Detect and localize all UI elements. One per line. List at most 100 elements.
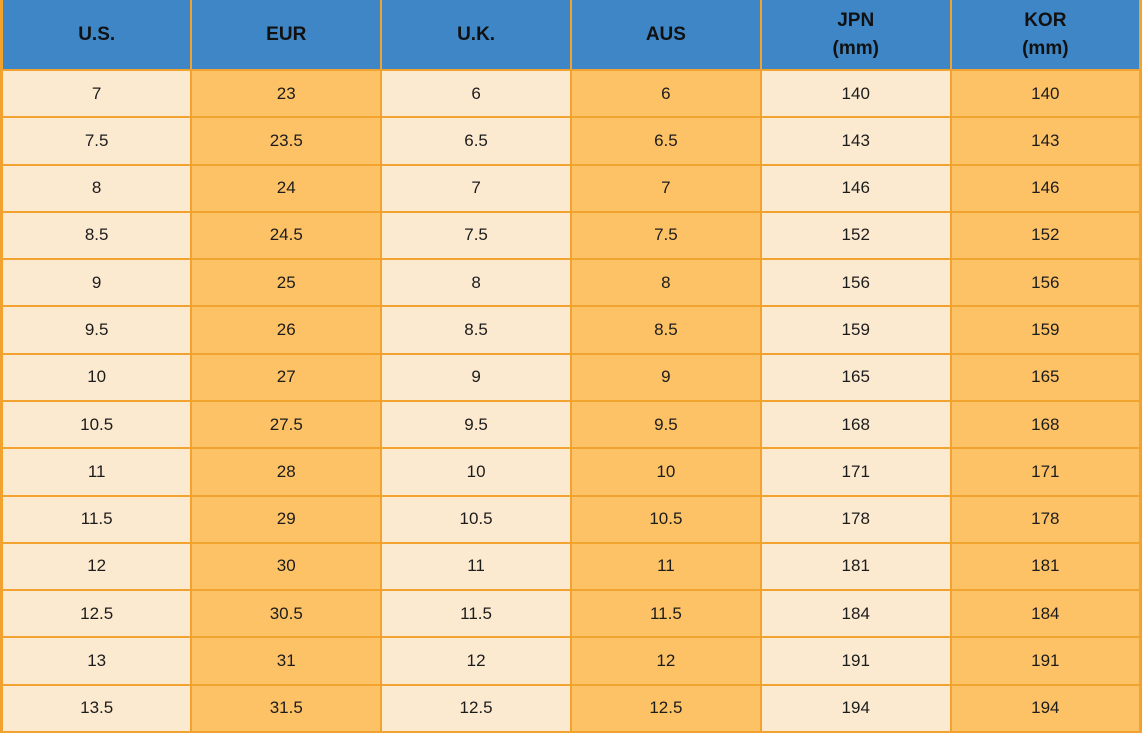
table-cell: 8 — [0, 163, 193, 213]
table-cell: 9 — [0, 258, 193, 308]
column-header-label: AUS — [645, 23, 686, 45]
table-cell: 10 — [380, 447, 572, 497]
table-cell: 7 — [0, 68, 193, 119]
table-cell: 31.5 — [190, 683, 383, 733]
table-cell: 156 — [949, 258, 1142, 308]
column-header-kor: KOR (mm) — [949, 0, 1142, 71]
table-cell: 159 — [949, 305, 1142, 355]
table-cell: 146 — [949, 163, 1142, 213]
table-row: 10 27 9 9 165 165 — [0, 352, 1142, 402]
table-row: 8.5 24.5 7.5 7.5 152 152 — [0, 210, 1142, 261]
table-cell: 181 — [949, 541, 1142, 592]
table-cell: 191 — [949, 636, 1142, 686]
table-cell: 143 — [759, 116, 952, 166]
table-cell: 156 — [759, 258, 952, 308]
table-cell: 11 — [569, 541, 762, 592]
column-header-label: KOR — [1024, 9, 1067, 31]
table-cell: 9 — [569, 352, 762, 402]
table-cell: 165 — [759, 352, 952, 402]
table-row: 10.5 27.5 9.5 9.5 168 168 — [0, 399, 1142, 450]
table-cell: 10.5 — [569, 494, 762, 544]
table-cell: 10.5 — [0, 399, 193, 450]
table-cell: 11.5 — [380, 589, 572, 639]
table-cell: 27.5 — [190, 399, 383, 450]
table-row: 9 25 8 8 156 156 — [0, 258, 1142, 308]
table-cell: 12.5 — [380, 683, 572, 733]
table-cell: 7 — [569, 163, 762, 213]
table-cell: 184 — [759, 589, 952, 639]
table-cell: 6.5 — [380, 116, 572, 166]
table-cell: 171 — [759, 447, 952, 497]
table-cell: 168 — [759, 399, 952, 450]
table-cell: 8 — [380, 258, 572, 308]
table-cell: 8.5 — [0, 210, 193, 261]
table-cell: 178 — [949, 494, 1142, 544]
column-header-unit: (mm) — [832, 37, 879, 59]
column-header-aus: AUS — [569, 0, 762, 71]
table-cell: 159 — [759, 305, 952, 355]
table-cell: 9.5 — [569, 399, 762, 450]
table-row: 7 23 6 6 140 140 — [0, 68, 1142, 119]
table-cell: 13.5 — [0, 683, 193, 733]
table-cell: 178 — [759, 494, 952, 544]
table-cell: 30 — [190, 541, 383, 592]
table-cell: 191 — [759, 636, 952, 686]
table-cell: 7 — [380, 163, 572, 213]
table-cell: 140 — [949, 68, 1142, 119]
table-cell: 6.5 — [569, 116, 762, 166]
table-cell: 181 — [759, 541, 952, 592]
table-row: 7.5 23.5 6.5 6.5 143 143 — [0, 116, 1142, 166]
table-header: U.S. EUR U.K. AUS JPN (mm) KOR (mm) — [0, 0, 1142, 71]
table-cell: 6 — [569, 68, 762, 119]
table-row: 11.5 29 10.5 10.5 178 178 — [0, 494, 1142, 544]
table-cell: 12 — [569, 636, 762, 686]
table-cell: 165 — [949, 352, 1142, 402]
table-row: 8 24 7 7 146 146 — [0, 163, 1142, 213]
table-cell: 11.5 — [569, 589, 762, 639]
table-cell: 11 — [0, 447, 193, 497]
table-cell: 30.5 — [190, 589, 383, 639]
table-cell: 8.5 — [380, 305, 572, 355]
table-cell: 146 — [759, 163, 952, 213]
table-row: 9.5 26 8.5 8.5 159 159 — [0, 305, 1142, 355]
table-cell: 13 — [0, 636, 193, 686]
column-header-label: EUR — [266, 23, 307, 45]
table-cell: 143 — [949, 116, 1142, 166]
header-row: U.S. EUR U.K. AUS JPN (mm) KOR (mm) — [0, 0, 1142, 71]
table-cell: 7.5 — [569, 210, 762, 261]
table-cell: 12.5 — [569, 683, 762, 733]
column-header-label: U.S. — [78, 23, 116, 45]
table-cell: 140 — [759, 68, 952, 119]
table-cell: 9.5 — [0, 305, 193, 355]
table-cell: 9.5 — [380, 399, 572, 450]
table-cell: 24 — [190, 163, 383, 213]
table-row: 12.5 30.5 11.5 11.5 184 184 — [0, 589, 1142, 639]
table-cell: 12 — [0, 541, 193, 592]
column-header-uk: U.K. — [380, 0, 572, 71]
column-header-label: JPN — [837, 9, 875, 31]
table-cell: 27 — [190, 352, 383, 402]
column-header-us: U.S. — [0, 0, 193, 71]
table-cell: 10.5 — [380, 494, 572, 544]
table-body: 7 23 6 6 140 140 7.5 23.5 6.5 6.5 143 143 8 24 7 7 146 14… — [0, 68, 1142, 733]
table-cell: 29 — [190, 494, 383, 544]
table-cell: 194 — [759, 683, 952, 733]
table-cell: 8 — [569, 258, 762, 308]
table-cell: 152 — [949, 210, 1142, 261]
table-cell: 6 — [380, 68, 572, 119]
table-cell: 8.5 — [569, 305, 762, 355]
table-cell: 12.5 — [0, 589, 193, 639]
table-row: 13.5 31.5 12.5 12.5 194 194 — [0, 683, 1142, 733]
table-row: 13 31 12 12 191 191 — [0, 636, 1142, 686]
table-cell: 184 — [949, 589, 1142, 639]
table-cell: 7.5 — [380, 210, 572, 261]
table-cell: 10 — [0, 352, 193, 402]
table-cell: 23.5 — [190, 116, 383, 166]
table-cell: 9 — [380, 352, 572, 402]
table-cell: 11 — [380, 541, 572, 592]
column-header-eur: EUR — [190, 0, 383, 71]
table-cell: 31 — [190, 636, 383, 686]
table-cell: 11.5 — [0, 494, 193, 544]
table-cell: 25 — [190, 258, 383, 308]
